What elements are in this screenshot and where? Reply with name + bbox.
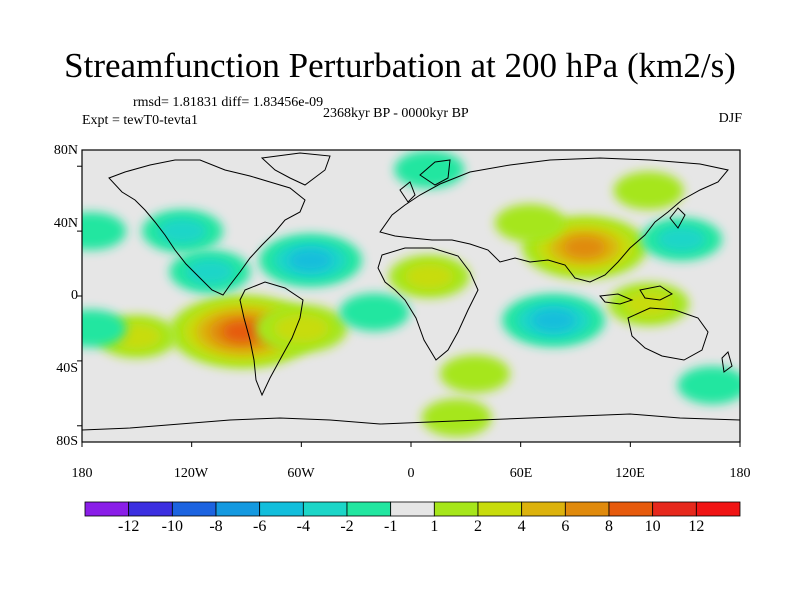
anomaly-contour	[404, 263, 454, 290]
colorbar-swatch	[477, 501, 523, 517]
anomaly-contour	[494, 204, 565, 242]
colorbar-swatch	[433, 501, 479, 517]
colorbar-label: -4	[296, 518, 310, 535]
colorbar-label: 8	[605, 518, 613, 535]
x-label-60w: 60W	[287, 466, 315, 481]
colorbar-swatch	[171, 501, 217, 517]
colorbar-label: -12	[117, 518, 140, 535]
anomaly-contour	[563, 236, 606, 258]
colorbar-swatch	[302, 501, 348, 517]
x-label-180e: 180	[729, 466, 751, 481]
colorbar-swatch	[652, 501, 697, 517]
colorbar-label: 10	[644, 518, 661, 535]
chart-title: Streamfunction Perturbation at 200 hPa (…	[64, 46, 736, 85]
x-label-180w: 180	[71, 466, 93, 481]
colorbar-swatch	[128, 501, 173, 517]
colorbar-swatch	[259, 501, 304, 517]
season-label: DJF	[718, 111, 742, 126]
anomaly-contour	[222, 321, 263, 342]
anomaly-contour	[657, 226, 706, 253]
anomaly-contour	[82, 212, 127, 251]
anomaly-contour	[531, 308, 576, 332]
x-label-0: 0	[407, 466, 415, 481]
anomaly-contour	[82, 309, 127, 348]
anomaly-contour	[339, 293, 410, 332]
anomaly-contour	[185, 258, 235, 285]
colorbar-swatch	[84, 501, 130, 517]
experiment-label: Expt = tewT0-tevta1	[82, 113, 198, 128]
y-label-80n: 80N	[53, 143, 78, 158]
y-label-0: 0	[71, 288, 78, 303]
y-label-80s: 80S	[56, 434, 78, 449]
colorbar-swatch	[390, 501, 435, 517]
y-label-40n: 40N	[53, 216, 78, 231]
x-label-60e: 60E	[509, 466, 533, 481]
time-period-label: 2368kyr BP - 0000kyr BP	[323, 106, 469, 121]
colorbar-swatch	[215, 501, 261, 517]
colorbar-label: 2	[474, 518, 482, 535]
colorbar-swatch	[564, 501, 610, 517]
anomaly-contour	[613, 171, 684, 210]
colorbar-swatch	[608, 501, 654, 517]
colorbar-label: 1	[430, 518, 439, 535]
coastlines	[82, 152, 740, 431]
y-label-40s: 40S	[56, 361, 78, 376]
colorbar-label: -6	[252, 518, 267, 535]
rmsd-diff-stats: rmsd= 1.81831 diff= 1.83456e-09	[133, 95, 324, 110]
anomaly-contour	[158, 218, 207, 245]
colorbar-label: 12	[688, 518, 705, 535]
anomaly-contour	[421, 398, 492, 437]
anomaly-contour	[288, 248, 333, 272]
colorbar-swatch	[521, 501, 566, 517]
anomaly-contour	[273, 314, 329, 343]
colorbar-label: 6	[561, 518, 570, 535]
anomaly-contour	[677, 366, 740, 405]
colorbar-label: -1	[383, 518, 398, 535]
colorbar-label: -8	[209, 518, 223, 535]
anomaly-contour	[624, 291, 673, 318]
x-label-120w: 120W	[173, 466, 209, 481]
anomaly-contour	[439, 354, 510, 393]
axis-ticks	[77, 165, 741, 447]
colorbar-swatch	[346, 501, 392, 517]
colorbar-label: -10	[161, 518, 183, 535]
colorbar-label: 4	[517, 518, 526, 535]
x-label-120e: 120E	[615, 466, 645, 481]
colorbar-label: -2	[340, 518, 354, 535]
anomaly-field	[82, 150, 740, 437]
colorbar-swatch	[695, 501, 741, 517]
